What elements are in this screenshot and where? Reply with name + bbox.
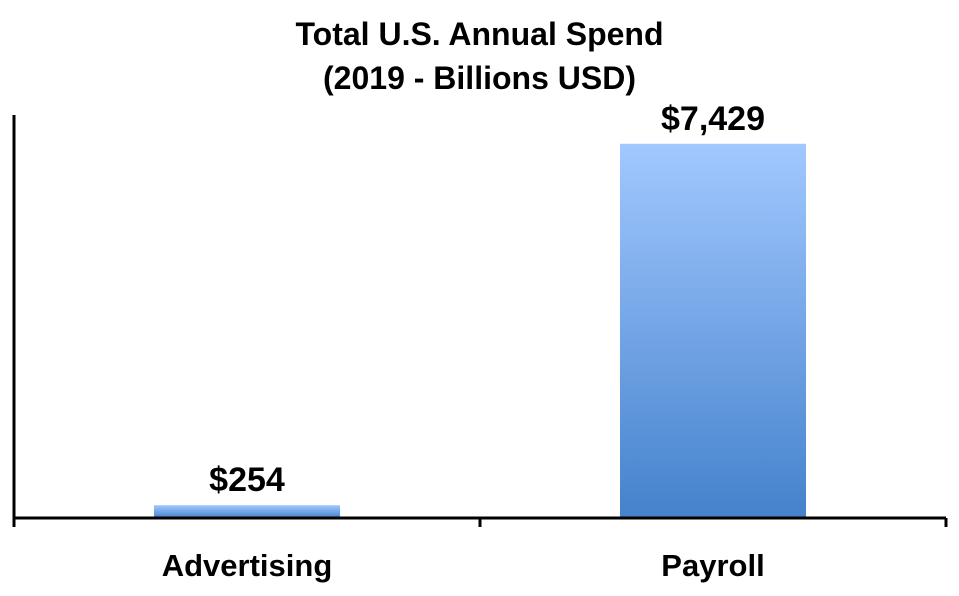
chart-title: Total U.S. Annual Spend (2019 - Billions… [0, 12, 959, 100]
bar-payroll [620, 143, 806, 518]
plot-area: $254 Advertising $7,429 Payroll [12, 100, 948, 583]
data-label-payroll: $7,429 [661, 100, 765, 138]
x-tick-label-payroll: Payroll [661, 548, 764, 583]
chart-subtitle-line: (2019 - Billions USD) [323, 60, 636, 96]
x-tick-label-advertising: Advertising [162, 548, 333, 583]
chart-title-line: Total U.S. Annual Spend [295, 16, 664, 52]
bar-advertising [154, 505, 340, 518]
data-label-advertising: $254 [209, 461, 285, 499]
